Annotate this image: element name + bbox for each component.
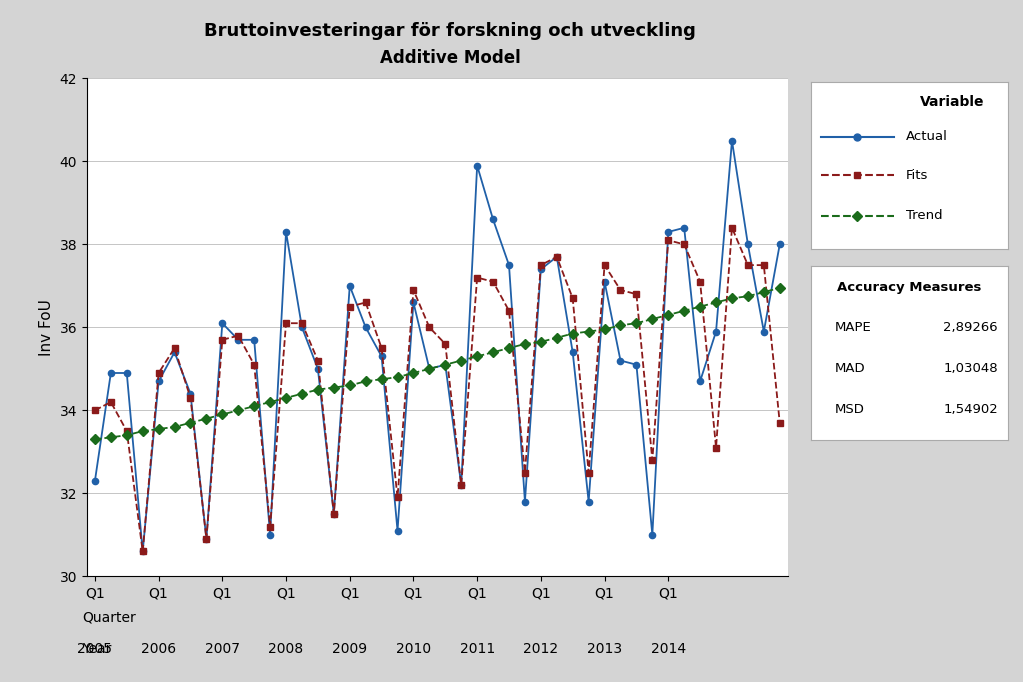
- Text: 2009: 2009: [332, 642, 367, 656]
- Text: Bruttoinvesteringar för forskning och utveckling: Bruttoinvesteringar för forskning och ut…: [205, 22, 696, 40]
- Y-axis label: Inv FoU: Inv FoU: [39, 299, 54, 356]
- Text: Year: Year: [82, 642, 112, 656]
- Text: Actual: Actual: [905, 130, 947, 143]
- Text: 2013: 2013: [587, 642, 622, 656]
- Text: Quarter: Quarter: [82, 610, 136, 624]
- Text: Additive Model: Additive Model: [380, 49, 521, 67]
- Text: MSD: MSD: [835, 403, 864, 416]
- Text: 2,89266: 2,89266: [943, 321, 997, 334]
- Text: 2006: 2006: [141, 642, 176, 656]
- Text: MAPE: MAPE: [835, 321, 872, 334]
- Text: 2007: 2007: [205, 642, 239, 656]
- Text: 2008: 2008: [268, 642, 304, 656]
- Text: 2011: 2011: [459, 642, 495, 656]
- Text: Accuracy Measures: Accuracy Measures: [837, 281, 982, 294]
- Text: Trend: Trend: [905, 209, 942, 222]
- Text: Fits: Fits: [905, 169, 928, 182]
- Text: Variable: Variable: [921, 95, 985, 109]
- Text: MAD: MAD: [835, 362, 865, 375]
- Text: 2012: 2012: [524, 642, 559, 656]
- Text: 2005: 2005: [78, 642, 113, 656]
- Text: 1,54902: 1,54902: [943, 403, 997, 416]
- Text: 1,03048: 1,03048: [943, 362, 997, 375]
- Text: 2010: 2010: [396, 642, 431, 656]
- Text: 2014: 2014: [651, 642, 685, 656]
